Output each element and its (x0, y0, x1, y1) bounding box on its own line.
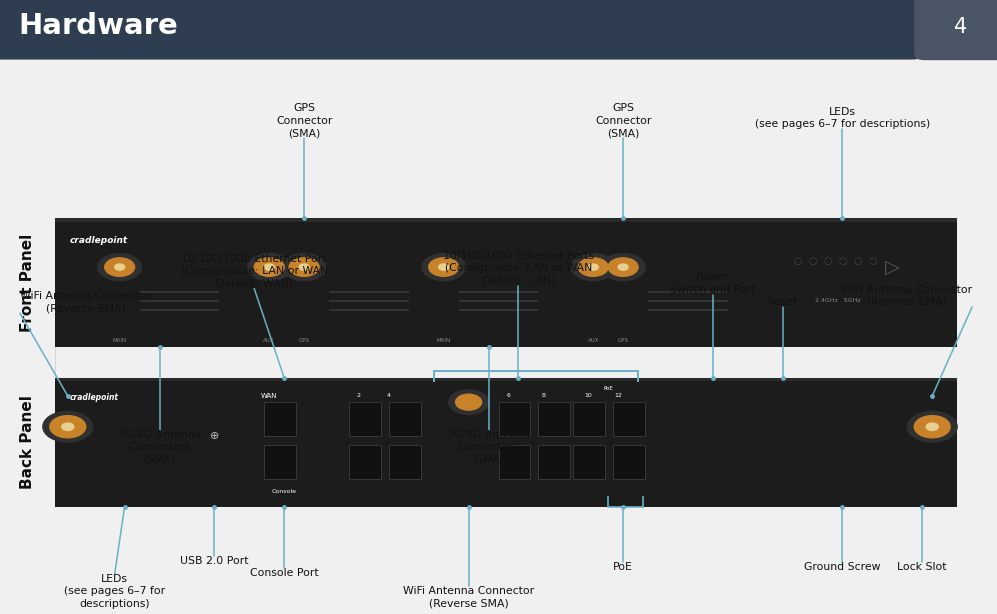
Bar (573, 445, 605, 479)
Bar (498, 445, 530, 479)
Text: ○: ○ (853, 256, 861, 266)
Text: GPS
Connector
(SMA): GPS Connector (SMA) (276, 103, 332, 138)
Text: MAIN: MAIN (437, 338, 451, 343)
Text: 2.4GHz   5GHz: 2.4GHz 5GHz (815, 298, 860, 303)
Text: PoE: PoE (603, 386, 613, 391)
Text: cradlepoint: cradlepoint (70, 236, 128, 246)
Text: Ground Screw: Ground Screw (805, 562, 880, 572)
Bar (389, 445, 421, 479)
Text: 8: 8 (541, 393, 545, 398)
Bar (389, 402, 421, 436)
Text: 2: 2 (357, 393, 361, 398)
Circle shape (299, 264, 309, 270)
Bar (55, 378, 957, 507)
Bar (55, 378, 957, 381)
Text: ○: ○ (809, 256, 817, 266)
Circle shape (618, 264, 628, 270)
Bar (613, 445, 645, 479)
Text: Power
Switch and Port: Power Switch and Port (670, 273, 756, 295)
Circle shape (601, 254, 645, 281)
Text: ○: ○ (868, 256, 876, 266)
Circle shape (289, 258, 319, 276)
Text: Hardware: Hardware (18, 12, 177, 41)
Circle shape (914, 416, 950, 438)
Circle shape (429, 258, 459, 276)
Text: Console: Console (271, 489, 297, 494)
Bar (538, 445, 570, 479)
Bar (573, 402, 605, 436)
Text: WiFi Antenna Connector
(Reverse SMA): WiFi Antenna Connector (Reverse SMA) (20, 291, 152, 313)
Text: Reset: Reset (768, 297, 798, 307)
Text: USB 2.0 Port: USB 2.0 Port (180, 556, 248, 565)
Text: LEDs
(see pages 6–7 for descriptions): LEDs (see pages 6–7 for descriptions) (755, 107, 930, 129)
Text: Console Port: Console Port (250, 568, 318, 578)
Text: Lock Slot: Lock Slot (897, 562, 947, 572)
Circle shape (588, 264, 598, 270)
Circle shape (282, 254, 326, 281)
Text: PoE: PoE (613, 562, 633, 572)
Text: cradlepoint: cradlepoint (70, 393, 119, 402)
Text: AUX: AUX (263, 338, 275, 343)
Circle shape (456, 394, 482, 410)
Text: ⊕: ⊕ (209, 430, 219, 441)
Text: ▷: ▷ (884, 258, 900, 276)
FancyBboxPatch shape (914, 0, 997, 60)
Text: WiFi Antenna Connector
(Reverse SMA): WiFi Antenna Connector (Reverse SMA) (840, 285, 972, 307)
Text: 10: 10 (584, 393, 592, 398)
Circle shape (422, 254, 466, 281)
Text: GPS: GPS (617, 338, 629, 343)
Text: ○: ○ (838, 256, 846, 266)
Text: AUX: AUX (587, 338, 599, 343)
Text: 10/100/1000 Ethernet Ports
(Configurable: LAN or WAN
Default: LAN): 10/100/1000 Ethernet Ports (Configurable… (443, 251, 594, 286)
Bar (55, 218, 957, 347)
Text: 3G/4G Antenna
Connectors
(SMA): 3G/4G Antenna Connectors (SMA) (447, 430, 530, 465)
Text: WAN: WAN (261, 393, 277, 399)
Text: Front Panel: Front Panel (20, 233, 36, 332)
Text: GPS
Connector
(SMA): GPS Connector (SMA) (595, 103, 651, 138)
Text: 6: 6 (506, 393, 510, 398)
Circle shape (50, 416, 86, 438)
Circle shape (254, 258, 284, 276)
Circle shape (439, 264, 449, 270)
Text: ○: ○ (824, 256, 831, 266)
Bar (498, 402, 530, 436)
Bar (349, 445, 381, 479)
Text: 3G/4G Antenna
Connectors
(SMA): 3G/4G Antenna Connectors (SMA) (118, 430, 201, 465)
Text: GPS: GPS (298, 338, 310, 343)
Circle shape (907, 411, 957, 442)
Circle shape (608, 258, 638, 276)
Bar (264, 445, 296, 479)
Text: 4: 4 (954, 17, 967, 37)
Text: LEDs
(see pages 6–7 for
descriptions): LEDs (see pages 6–7 for descriptions) (64, 574, 166, 609)
Bar (55, 218, 957, 222)
Bar (538, 402, 570, 436)
Text: 4: 4 (387, 393, 391, 398)
Circle shape (115, 264, 125, 270)
Circle shape (571, 254, 615, 281)
Circle shape (98, 254, 142, 281)
Bar (613, 402, 645, 436)
Text: MAIN: MAIN (113, 338, 127, 343)
Circle shape (926, 423, 938, 430)
Text: 12: 12 (614, 393, 622, 398)
Bar (349, 402, 381, 436)
Text: Back Panel: Back Panel (20, 395, 36, 489)
Text: ○: ○ (794, 256, 802, 266)
FancyBboxPatch shape (0, 0, 924, 60)
Circle shape (449, 390, 489, 414)
Circle shape (62, 423, 74, 430)
Bar (264, 402, 296, 436)
Circle shape (247, 254, 291, 281)
Text: WiFi Antenna Connector
(Reverse SMA): WiFi Antenna Connector (Reverse SMA) (403, 586, 534, 608)
Circle shape (105, 258, 135, 276)
Text: 10/100/1000 Ethernet Port
(Configurable: LAN or WAN
Default: WAN): 10/100/1000 Ethernet Port (Configurable:… (180, 254, 328, 289)
Circle shape (43, 411, 93, 442)
Circle shape (578, 258, 608, 276)
Circle shape (264, 264, 274, 270)
